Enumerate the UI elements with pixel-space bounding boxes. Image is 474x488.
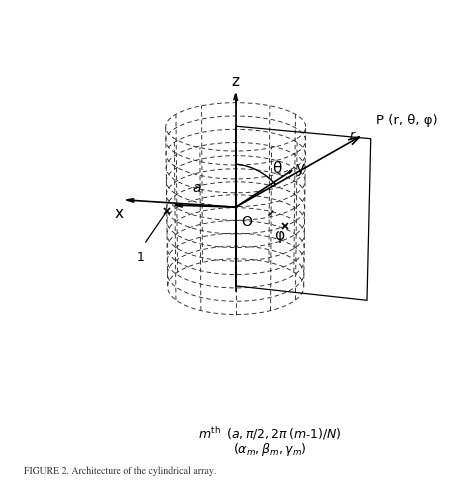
Text: FIGURE 2. Architecture of the cylindrical array.: FIGURE 2. Architecture of the cylindrica… (24, 466, 216, 476)
Text: $(\alpha_m, \beta_m, \gamma_m)$: $(\alpha_m, \beta_m, \gamma_m)$ (233, 442, 307, 458)
Text: $m^{\rm th}$  $(a, \pi/2, 2\pi\,(m$-$1)/N)$: $m^{\rm th}$ $(a, \pi/2, 2\pi\,(m$-$1)/N… (198, 425, 342, 442)
